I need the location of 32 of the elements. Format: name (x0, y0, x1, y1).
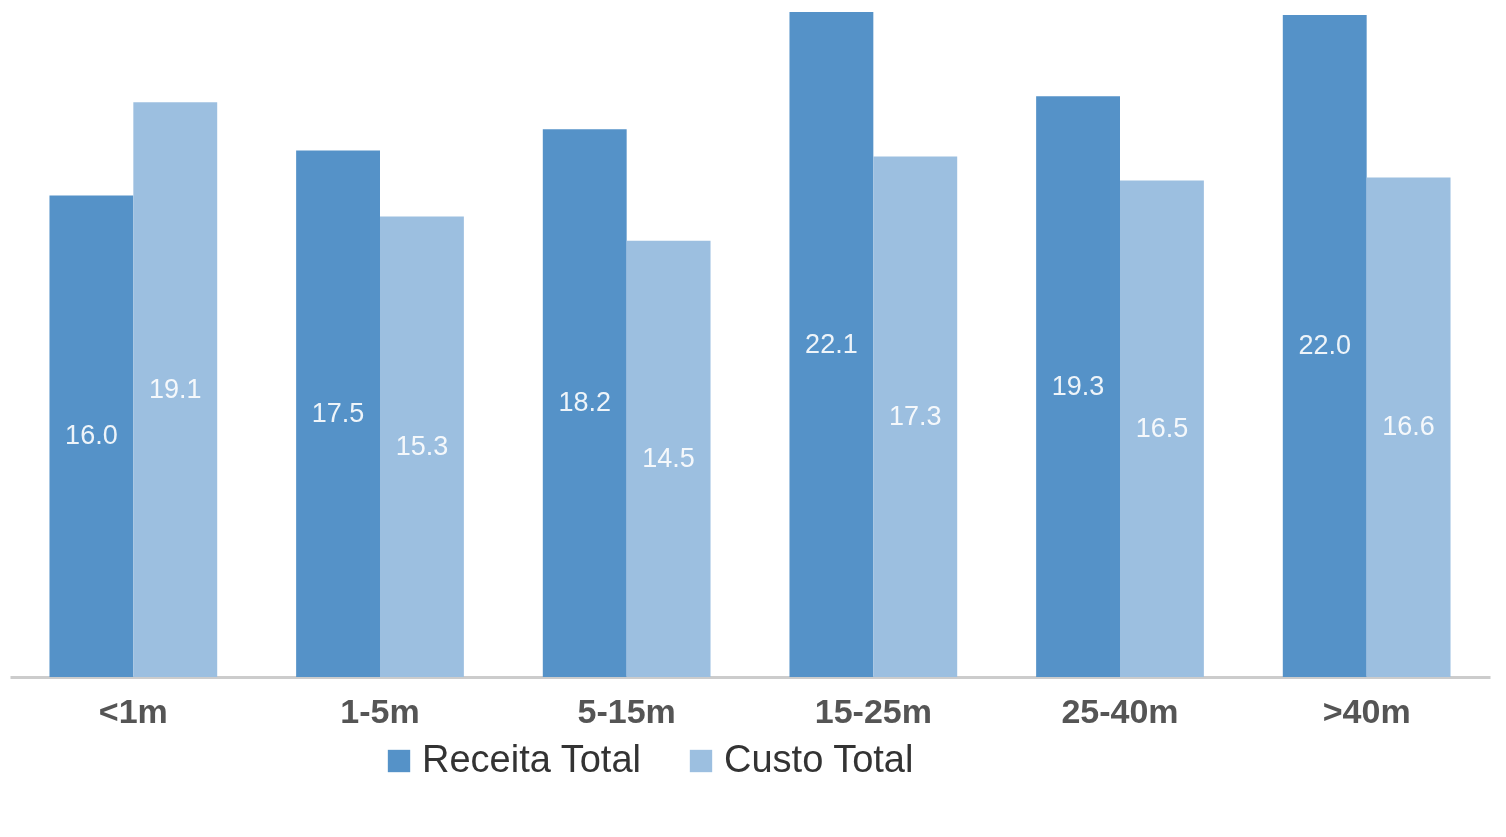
bar (296, 150, 380, 677)
bar (1036, 96, 1120, 677)
data-label: 16.5 (1135, 412, 1189, 443)
legend-label: Custo Total (724, 738, 914, 780)
bar (789, 12, 874, 677)
bar (1282, 15, 1367, 677)
x-tick-label: 15-25m (814, 691, 932, 730)
x-tick-label: 1-5m (340, 691, 420, 730)
data-label: 22.0 (1298, 330, 1352, 360)
bar (49, 195, 134, 677)
data-label: 22.1 (805, 328, 858, 359)
bar (133, 102, 218, 677)
bar (380, 216, 464, 677)
data-label: 18.2 (558, 387, 612, 418)
data-label: 15.3 (395, 430, 449, 461)
bar (873, 156, 958, 677)
bar (542, 129, 627, 677)
x-tick-label: <1m (98, 691, 168, 730)
legend-label: Receita Total (422, 738, 641, 780)
bar (626, 240, 711, 677)
x-tick-label: >40m (1322, 691, 1411, 730)
data-label: 17.5 (311, 397, 365, 428)
data-label: 17.3 (888, 400, 942, 431)
data-label: 16.6 (1382, 411, 1435, 442)
bar (1366, 177, 1451, 677)
x-tick-label: 5-15m (577, 691, 676, 730)
bar (1120, 180, 1204, 677)
data-label: 19.1 (148, 373, 202, 404)
data-label: 16.0 (65, 420, 118, 451)
x-tick-label: 25-40m (1061, 691, 1179, 730)
data-label: 14.5 (642, 442, 695, 473)
data-label: 19.3 (1051, 370, 1105, 401)
